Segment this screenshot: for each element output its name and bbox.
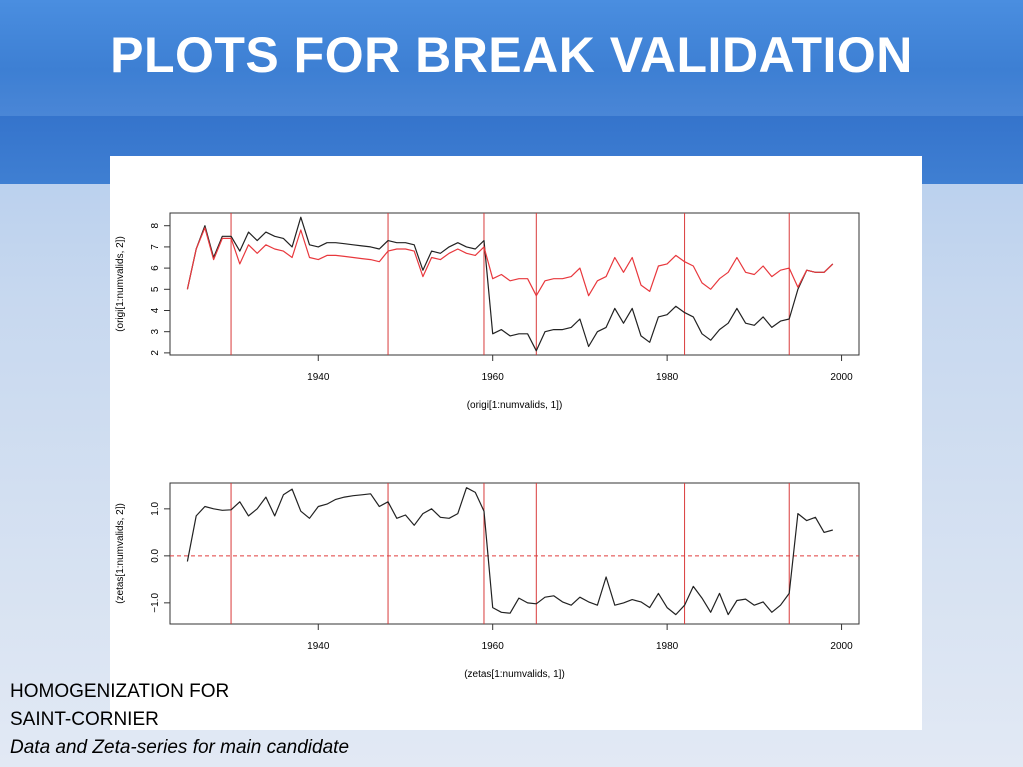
chart-1-series-1-line xyxy=(186,216,834,352)
caption: HOMOGENIZATION FOR SAINT-CORNIER Data an… xyxy=(10,678,349,762)
chart-1-ytick-label: 7 xyxy=(150,244,161,250)
chart-1-xtick-label: 1940 xyxy=(307,372,330,383)
slide-header xyxy=(0,0,1023,116)
chart-1-ytick-label: 5 xyxy=(150,286,161,292)
chart-2-y-axis-label: (zetas[1:numvalids, 2]) xyxy=(115,503,126,604)
chart-1-xtick-label: 1980 xyxy=(656,372,679,383)
chart-2-xtick-label: 2000 xyxy=(830,641,853,652)
chart-2-xtick-label: 1960 xyxy=(482,641,505,652)
chart-2-x-axis-label: (zetas[1:numvalids, 1]) xyxy=(464,669,565,680)
chart-2-xtick-label: 1940 xyxy=(307,641,330,652)
chart-1-xtick-label: 2000 xyxy=(830,372,853,383)
plot-card: 1940 1960 1980 2000 2 3 4 5 6 7 8 (origi[1:numvalid… xyxy=(110,156,922,730)
chart-1-series-2-line xyxy=(186,227,834,297)
chart-1-frame xyxy=(169,212,860,356)
page-title: PLOTS FOR BREAK VALIDATION xyxy=(110,27,913,83)
chart-2-ytick-label: −1.0 xyxy=(150,593,161,613)
chart-1-x-axis-label: (origi[1:numvalids, 1]) xyxy=(467,400,563,411)
chart-2-ytick-label: 0.0 xyxy=(150,548,161,562)
caption-line-2: SAINT-CORNIER xyxy=(10,709,159,730)
chart-1-ytick-label: 6 xyxy=(150,265,161,271)
chart-1-ytick-label: 3 xyxy=(150,328,161,334)
chart-2-series-1-line xyxy=(186,487,833,616)
chart-2-xtick-label: 1980 xyxy=(656,641,679,652)
chart-2-frame xyxy=(169,482,860,625)
plots-svg: 1940 1960 1980 2000 2 3 4 5 6 7 8 (origi[1:numvalid… xyxy=(115,212,860,680)
chart-1-ytick-label: 2 xyxy=(150,350,161,356)
chart-1-ytick-label: 4 xyxy=(150,307,161,313)
chart-1-ytick-label: 8 xyxy=(150,222,161,228)
caption-line-1: HOMOGENIZATION FOR xyxy=(10,681,230,702)
chart-1-xtick-label: 1960 xyxy=(482,372,505,383)
caption-line-3: Data and Zeta-series for main candidate xyxy=(10,737,350,758)
chart-1-y-axis-label: (origi[1:numvalids, 2]) xyxy=(115,236,126,332)
chart-2-ytick-label: 1.0 xyxy=(150,501,161,515)
